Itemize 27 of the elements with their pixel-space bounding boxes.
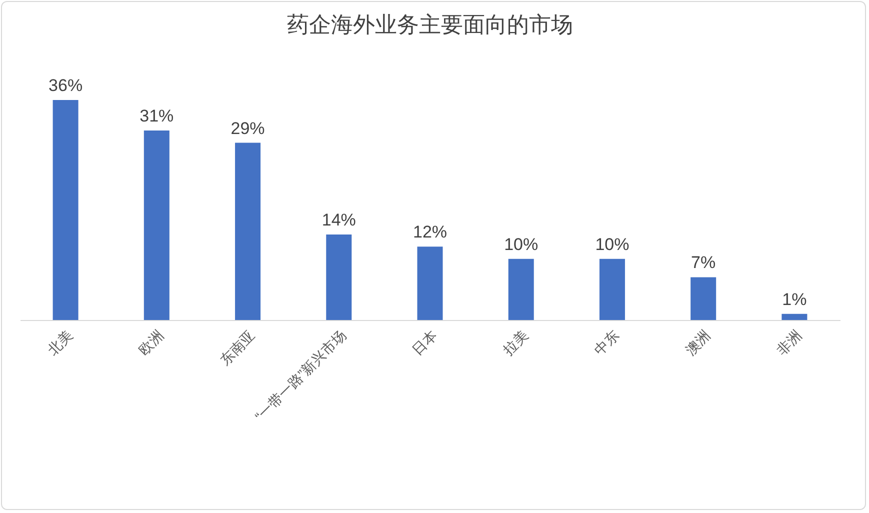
bar	[52, 100, 78, 320]
data-label: 1%	[782, 290, 807, 309]
data-label: 10%	[595, 234, 630, 254]
x-tick-label: 东南亚	[216, 327, 258, 368]
chart-title: 药企海外业务主要面向的市场	[287, 12, 573, 37]
x-tick-label: 非洲	[773, 327, 804, 358]
data-label: 7%	[691, 253, 716, 272]
x-tick-label: 欧洲	[135, 327, 167, 358]
x-tick-label: 日本	[408, 327, 440, 358]
bar	[144, 130, 170, 320]
data-label: 36%	[48, 76, 83, 95]
data-label: 10%	[504, 234, 538, 254]
bar	[508, 258, 534, 320]
data-label: 29%	[230, 118, 265, 138]
x-tick-label: 拉美	[500, 327, 532, 358]
data-label: 31%	[140, 106, 174, 126]
bar	[326, 234, 352, 320]
bar	[782, 314, 808, 320]
data-label: 14%	[322, 210, 356, 230]
x-tick-label: 澳洲	[682, 327, 714, 358]
bar	[599, 258, 625, 320]
bar	[690, 277, 716, 320]
data-label: 12%	[412, 222, 448, 242]
x-tick-label: 中东	[591, 327, 622, 358]
x-tick-label: 北美	[44, 327, 76, 358]
bar	[235, 142, 261, 320]
bar	[417, 246, 443, 320]
